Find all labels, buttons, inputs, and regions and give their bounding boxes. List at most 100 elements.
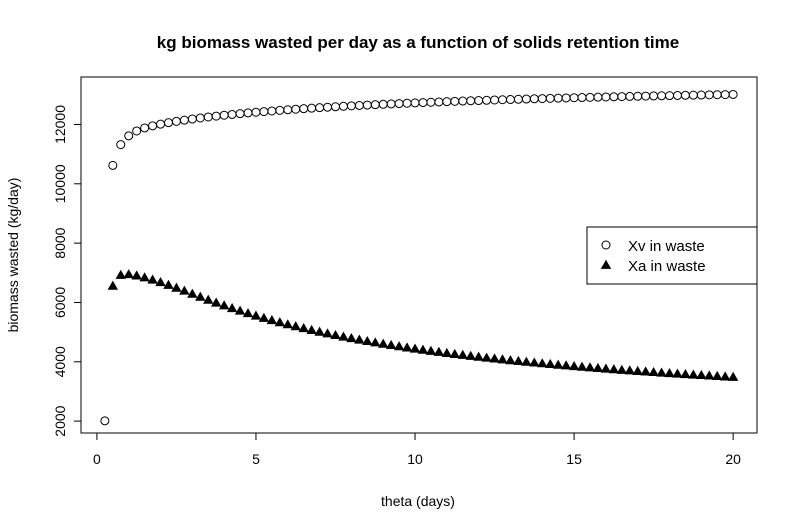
data-point <box>338 101 348 111</box>
data-point <box>147 274 158 284</box>
data-point <box>680 369 691 379</box>
data-point <box>418 98 428 108</box>
data-point <box>696 369 707 380</box>
data-point <box>115 269 126 279</box>
y-tick-label: 6000 <box>52 287 68 318</box>
data-point <box>633 91 643 101</box>
legend-box <box>586 226 758 285</box>
data-point <box>561 93 571 103</box>
data-point <box>712 90 722 100</box>
x-axis: 0 5 10 15 20 <box>93 432 741 467</box>
data-point <box>187 114 197 124</box>
data-point <box>648 366 659 377</box>
data-point <box>521 94 531 104</box>
data-point <box>299 104 309 114</box>
legend-marker-xv <box>601 240 611 250</box>
data-point <box>139 272 150 282</box>
data-point <box>498 95 508 105</box>
legend-label-xv: Xv in waste <box>628 238 705 255</box>
data-point <box>251 107 261 117</box>
data-point <box>442 97 452 107</box>
data-point <box>323 102 333 112</box>
data-point <box>568 360 580 371</box>
data-point <box>537 94 547 104</box>
data-point <box>624 365 635 375</box>
x-tick-label: 20 <box>725 451 741 467</box>
data-point <box>680 90 690 100</box>
data-point <box>601 92 611 102</box>
data-point <box>378 338 389 348</box>
data-point <box>307 103 317 113</box>
data-point <box>259 107 269 117</box>
data-point <box>664 367 675 378</box>
data-point <box>226 302 238 313</box>
data-point <box>727 371 739 381</box>
data-point <box>616 364 627 374</box>
data-point <box>576 361 588 371</box>
data-point <box>203 112 213 122</box>
x-tick-label: 5 <box>252 451 260 467</box>
data-point <box>116 140 126 150</box>
data-point <box>243 108 253 118</box>
data-point <box>258 312 270 322</box>
data-point <box>179 115 189 125</box>
y-axis: 2000 4000 6000 8000 10000 12000 <box>52 105 82 437</box>
data-point <box>227 109 237 119</box>
data-point <box>148 121 158 131</box>
data-point <box>720 90 730 100</box>
data-point <box>274 317 286 327</box>
y-tick-label: 8000 <box>52 227 68 258</box>
data-point <box>728 89 738 99</box>
data-point <box>140 123 150 133</box>
data-point <box>394 99 404 109</box>
data-point <box>211 111 221 121</box>
data-point <box>577 93 587 103</box>
legend-triangle-marker <box>600 259 612 269</box>
data-point <box>410 98 420 108</box>
data-point <box>354 334 365 344</box>
data-point <box>560 360 572 370</box>
data-point <box>124 131 134 141</box>
data-point <box>649 91 659 101</box>
data-point <box>585 92 595 102</box>
data-point <box>688 369 699 379</box>
data-point <box>156 119 166 129</box>
data-point <box>672 90 682 100</box>
legend-marker-xa <box>600 259 612 269</box>
data-point <box>489 353 500 363</box>
data-point <box>409 343 421 353</box>
data-point <box>474 96 484 106</box>
data-point <box>322 328 333 338</box>
data-point <box>266 315 278 325</box>
data-point <box>521 356 532 366</box>
series-xa <box>107 269 739 381</box>
data-point <box>108 160 118 170</box>
data-point <box>426 97 436 107</box>
data-point <box>625 91 635 101</box>
data-point <box>171 116 181 126</box>
data-point <box>450 96 460 106</box>
data-point <box>250 310 262 320</box>
data-point <box>553 93 563 103</box>
data-point <box>290 321 301 331</box>
x-tick-label: 0 <box>93 451 101 467</box>
data-point <box>441 347 453 357</box>
data-point <box>362 100 372 110</box>
y-tick-label: 12000 <box>52 105 68 144</box>
data-point <box>107 280 119 290</box>
data-point <box>584 362 596 372</box>
data-point <box>203 294 214 304</box>
data-point <box>529 94 539 104</box>
data-point <box>283 105 293 115</box>
data-point <box>131 270 142 280</box>
data-point <box>282 319 293 329</box>
data-point <box>234 305 246 315</box>
data-point <box>608 364 620 374</box>
chart-title: kg biomass wasted per day as a function … <box>157 33 679 52</box>
data-point <box>370 337 381 347</box>
legend: Xv in waste Xa in waste <box>586 226 758 285</box>
data-point <box>657 91 667 101</box>
data-point <box>465 350 476 360</box>
data-point <box>609 92 619 102</box>
data-point <box>314 326 325 336</box>
